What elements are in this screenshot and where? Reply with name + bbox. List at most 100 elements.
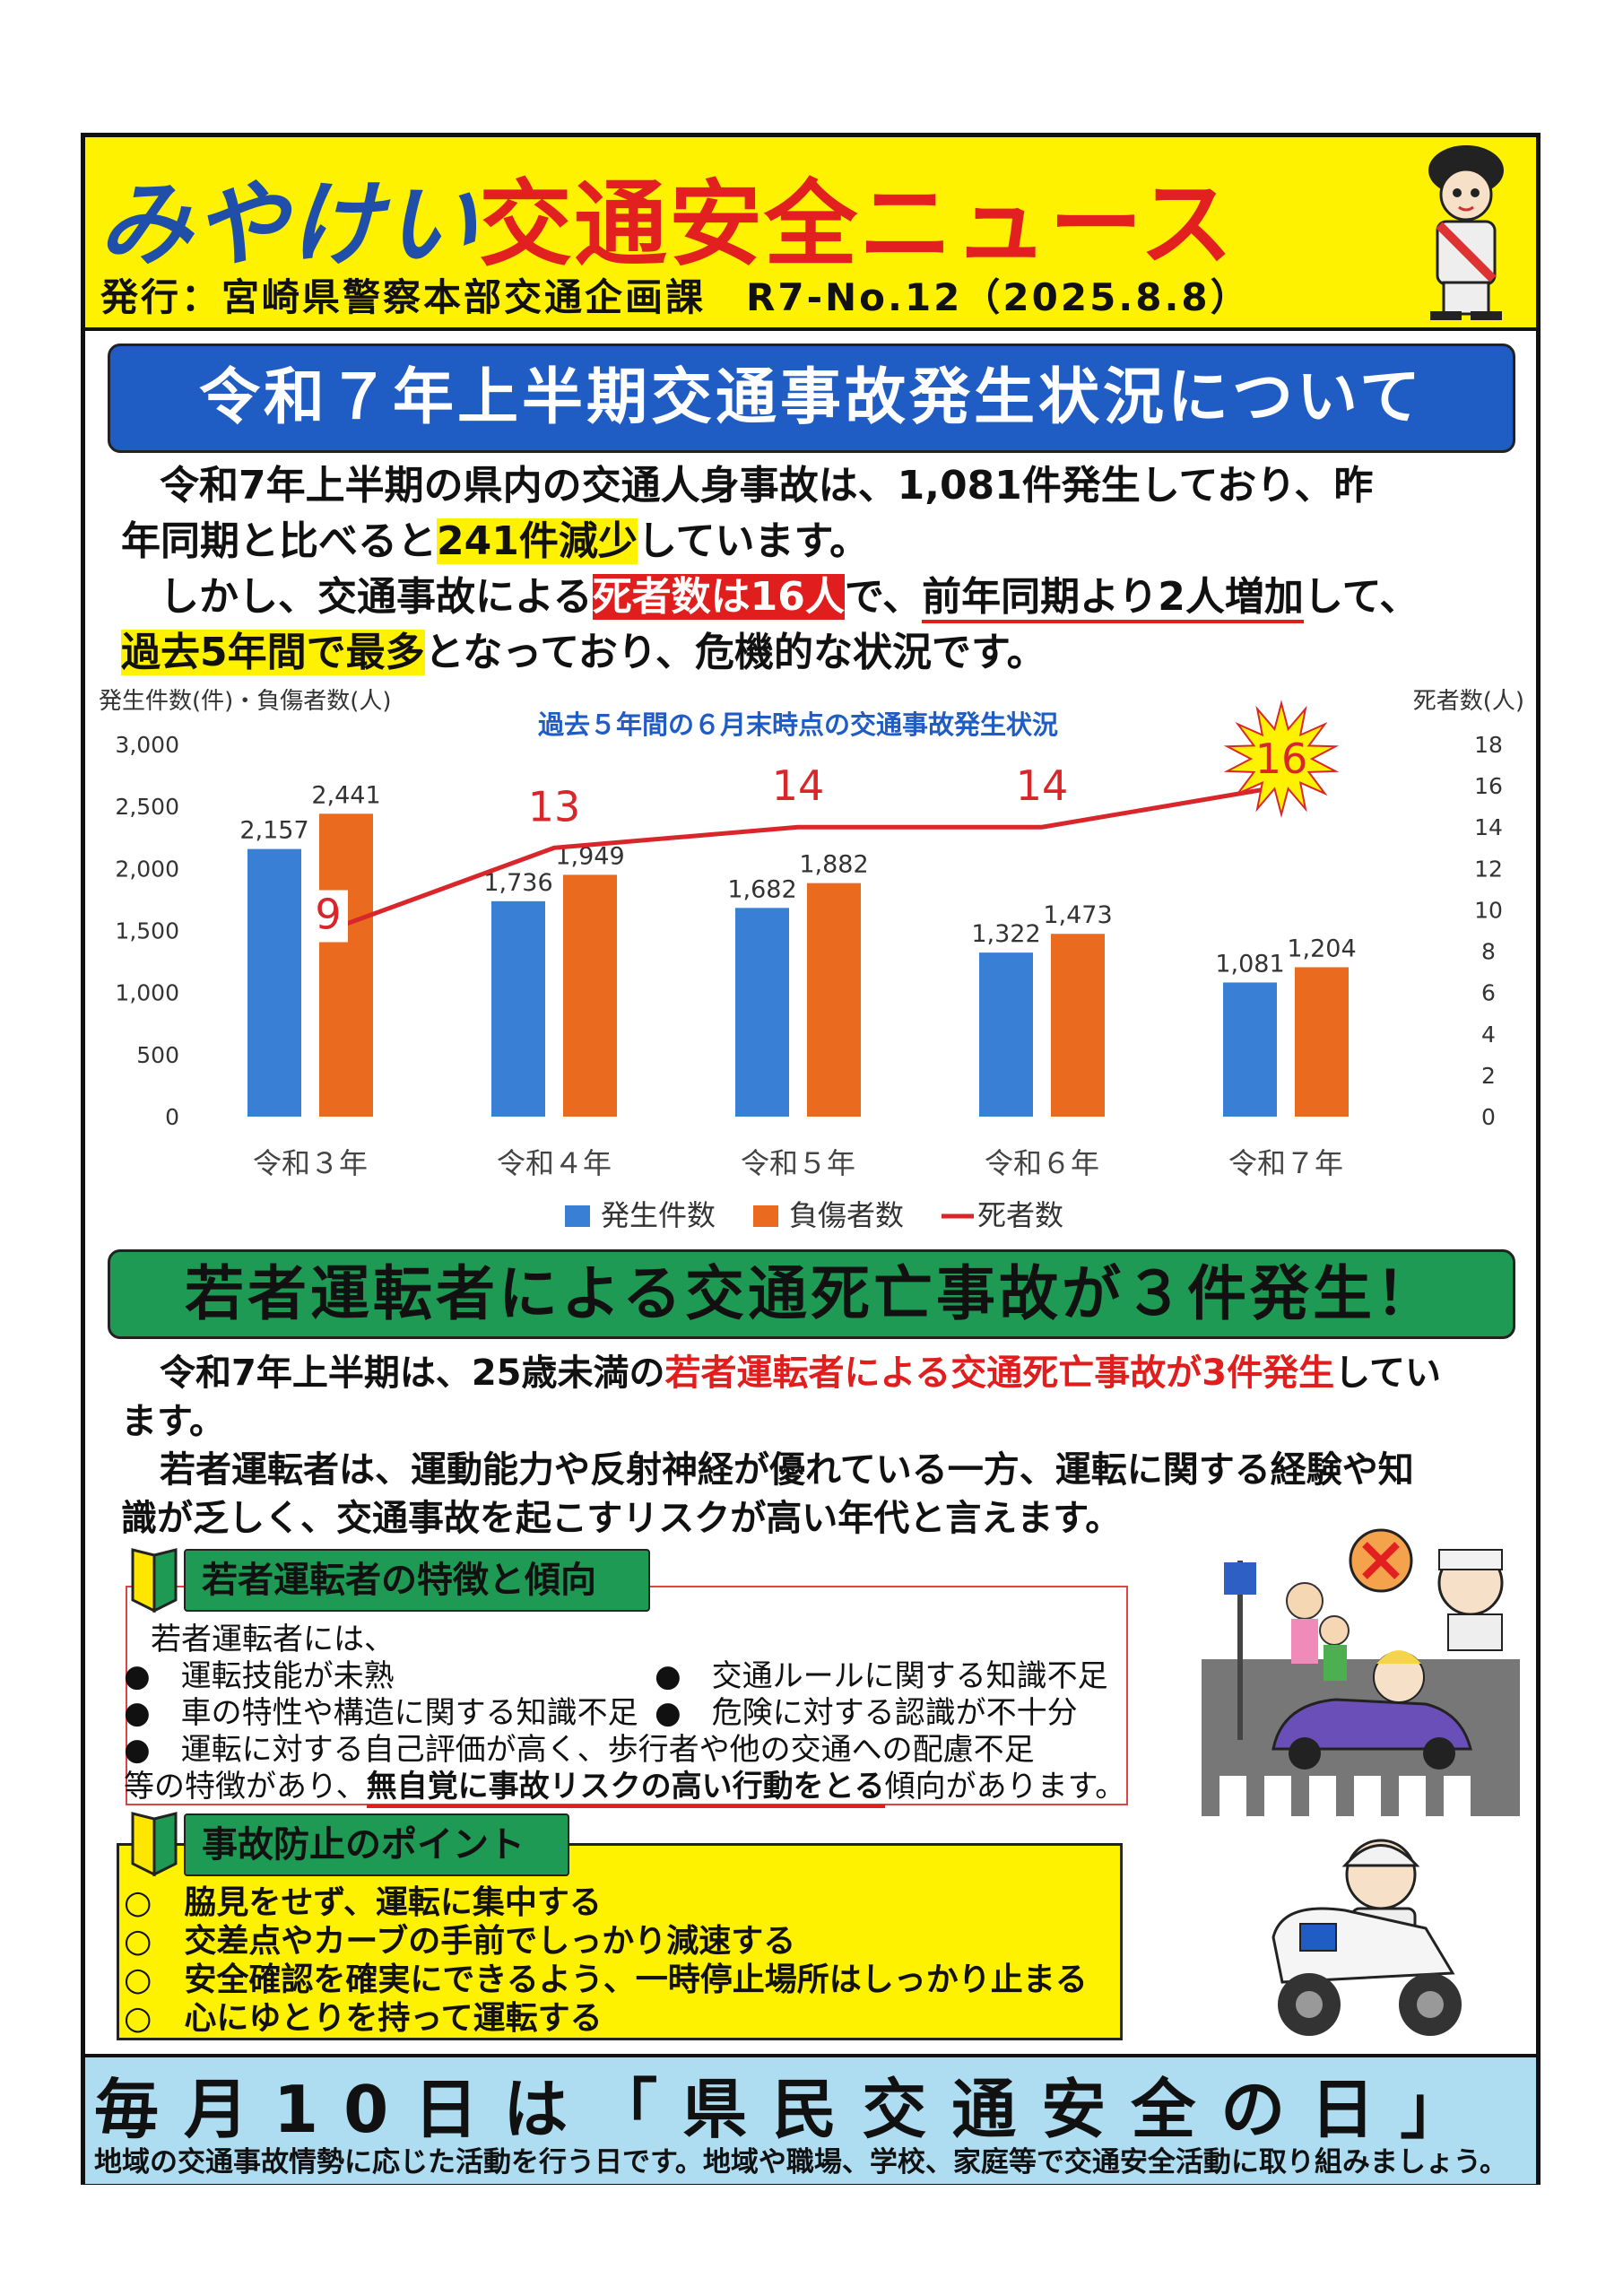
masthead xyxy=(85,137,1536,331)
chart-category-label: 令和６年 xyxy=(985,1146,1099,1180)
chart-ytick-right: 18 xyxy=(1474,732,1503,758)
section2-line4: 識が乏しく、交通事故を起こすリスクが高い年代と言えます。 xyxy=(121,1498,1122,1539)
chart-ytick-right: 16 xyxy=(1474,773,1503,799)
chart-bar xyxy=(807,883,861,1117)
text-span: となっており、危機的な状況です。 xyxy=(424,630,1046,675)
point-item-1: ○ 脇見をせず、運転に集中する xyxy=(124,1884,602,1921)
traits-bullet-5: ● 運転に対する自己評価が高く、歩行者や他の交通への配慮不足 xyxy=(124,1732,1035,1768)
section2-line2: ます。 xyxy=(121,1401,225,1442)
chart-ytick-right: 4 xyxy=(1481,1022,1496,1048)
chart-yaxis-right: 0 2 4 6 8 10 12 14 16 18 xyxy=(1474,732,1503,1130)
chart-bar xyxy=(735,908,789,1117)
accident-chart: 発生件数(件)・負傷者数(人) 死者数(人) 過去５年間の６月末時点の交通事故発… xyxy=(99,688,1524,1232)
chart-death-label: 14 xyxy=(1016,761,1069,810)
chart-category-label: 令和７年 xyxy=(1228,1146,1343,1180)
chart-bar xyxy=(1295,967,1349,1117)
chart-bar-label: 1,081 xyxy=(1215,950,1284,978)
chart-ytick-right: 0 xyxy=(1481,1104,1496,1130)
chart-ytick-right: 10 xyxy=(1474,897,1503,923)
chart-ytick-left: 1,000 xyxy=(115,980,179,1006)
chart-bar xyxy=(491,900,545,1117)
police-mascot-icon xyxy=(1403,139,1529,323)
highlight-deaths: 死者数は16人 xyxy=(592,574,845,620)
point-item-2: ○ 交差点やカーブの手前でしっかり減速する xyxy=(124,1923,796,1960)
traits-bullet-1: ● 運転技能が未熟 xyxy=(124,1658,395,1694)
chart-bar-label: 1,322 xyxy=(971,920,1040,948)
chart-ytick-left: 3,000 xyxy=(115,732,179,758)
chart-legend-label: 負傷者数 xyxy=(789,1198,904,1232)
text-span: で、 xyxy=(844,574,923,620)
section2-banner: 若者運転者による交通死亡事故が３件発生！ xyxy=(108,1249,1515,1339)
point-item-4: ○ 心にゆとりを持って運転する xyxy=(124,2000,603,2037)
footer-safety-day: 毎月10日は「県民交通安全の日」 xyxy=(94,2072,1490,2147)
underline-risk: 無自覚に事故リスクの高い行動をとる xyxy=(366,1769,885,1808)
section1-line3: しかし、交通事故による死者数は16人で、前年同期より2人増加して、 xyxy=(160,570,1419,624)
chart-death-label: 13 xyxy=(528,782,581,831)
text-span: してい xyxy=(1334,1352,1441,1394)
chart-ytick-left: 2,500 xyxy=(115,794,179,820)
beginner-leaf-icon xyxy=(130,1546,178,1614)
text-span: 傾向があります。 xyxy=(884,1769,1126,1805)
chart-bar-label: 1,682 xyxy=(727,875,796,903)
chart-ylabel-left: 発生件数(件)・負傷者数(人) xyxy=(99,688,392,715)
footer-band xyxy=(85,2054,1536,2184)
chart-yaxis-left: 0 500 1,000 1,500 2,000 2,500 3,000 xyxy=(115,732,179,1130)
chart-bar xyxy=(563,874,617,1117)
chart-bar-label: 1,473 xyxy=(1043,901,1112,929)
publisher-line: 発行：宮崎県警察本部交通企画課 R7-No.12（2025.8.8） xyxy=(100,275,1251,319)
chart-bar-label: 1,736 xyxy=(483,869,552,897)
chart-ytick-left: 2,000 xyxy=(115,856,179,882)
point-item-3: ○ 安全確認を確実にできるよう、一時停止場所はしっかり止まる xyxy=(124,1961,1088,1998)
text-span: 令和7年上半期は、25歳未満の xyxy=(160,1352,665,1394)
traits-bullet-3: ● 車の特性や構造に関する知識不足 xyxy=(124,1695,638,1731)
chart-bar xyxy=(247,848,301,1117)
chart-ylabel-right: 死者数(人) xyxy=(1413,688,1524,715)
chart-ytick-right: 14 xyxy=(1474,814,1503,840)
section2-line1: 令和7年上半期は、25歳未満の若者運転者による交通死亡事故が3件発生してい xyxy=(160,1349,1441,1397)
chart-ytick-right: 8 xyxy=(1481,939,1496,965)
chart-death-label: 16 xyxy=(1255,735,1308,783)
chart-bar-label: 1,204 xyxy=(1287,935,1356,962)
chart-ytick-left: 1,500 xyxy=(115,918,179,944)
chart-death-label: 14 xyxy=(772,761,825,810)
chart-bar-label: 1,882 xyxy=(799,851,868,879)
chart-ytick-right: 6 xyxy=(1481,980,1496,1006)
footer-description: 地域の交通事故情勢に応じた活動を行う日です。地域や職場、学校、家庭等で交通安全活… xyxy=(94,2146,1508,2179)
text-span: して、 xyxy=(1303,574,1419,620)
highlight-most: 過去5年間で最多 xyxy=(121,630,425,675)
chart-ytick-right: 2 xyxy=(1481,1063,1496,1089)
text-span: しています。 xyxy=(637,518,870,564)
crosswalk-illustration-icon xyxy=(1202,1525,1520,1816)
masthead-title: みやけい交通安全ニュース xyxy=(99,148,1235,279)
chart-bar xyxy=(1223,982,1277,1117)
chart-ytick-left: 500 xyxy=(136,1042,179,1068)
text-span: しかし、交通事故による xyxy=(160,574,593,620)
chart-legend-label: 死者数 xyxy=(977,1198,1063,1232)
section1-banner: 令和７年上半期交通事故発生状況について xyxy=(108,344,1515,453)
masthead-title-part2: 交通安全ニュース xyxy=(479,170,1235,279)
chart-category-label: 令和５年 xyxy=(741,1146,855,1180)
chart-ytick-right: 12 xyxy=(1474,856,1503,882)
chart-death-label: 9 xyxy=(315,891,341,939)
traits-bullet-2: ● 交通ルールに関する知識不足 xyxy=(655,1658,1108,1694)
points-box-title: 事故防止のポイント xyxy=(184,1813,569,1876)
chart-legend-swatch xyxy=(753,1205,778,1227)
section1-line4: 過去5年間で最多となっており、危機的な状況です。 xyxy=(121,626,1046,680)
traits-intro: 若者運転者には、 xyxy=(151,1622,395,1657)
section1-line2: 年同期と比べると241件減少しています。 xyxy=(121,515,869,569)
chart-label-bg xyxy=(308,890,348,943)
traits-bullet-4: ● 危険に対する認識が不十分 xyxy=(655,1695,1078,1731)
chart-death-polyline xyxy=(327,783,1287,933)
beginner-leaf-icon xyxy=(130,1810,178,1878)
chart-ytick-left: 0 xyxy=(165,1104,179,1130)
underline-increase: 前年同期より2人増加 xyxy=(922,574,1304,623)
chart-bar-label: 2,157 xyxy=(239,817,308,845)
highlight-decrease: 241件減少 xyxy=(437,518,638,564)
traits-closing: 等の特徴があり、無自覚に事故リスクの高い行動をとる傾向があります。 xyxy=(124,1769,1126,1808)
chart-bar xyxy=(319,813,373,1117)
police-motorcycle-icon xyxy=(1246,1830,1475,2045)
chart-categories: 令和３年 令和４年 令和５年 令和６年 令和７年 xyxy=(253,1146,1343,1180)
chart-category-label: 令和３年 xyxy=(253,1146,368,1180)
chart-legend: 発生件数 負傷者数 死者数 xyxy=(565,1198,1063,1232)
masthead-title-part1: みやけい xyxy=(99,170,480,279)
